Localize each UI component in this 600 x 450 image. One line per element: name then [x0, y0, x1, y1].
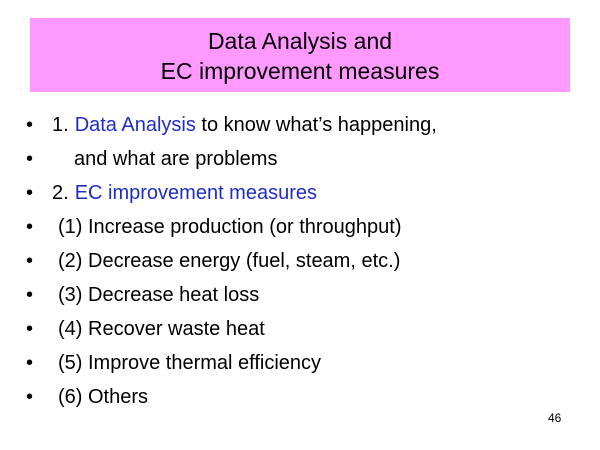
bullet-list: • 1. Data Analysis to know what’s happeni…	[26, 110, 586, 416]
bullet-glyph: •	[26, 182, 34, 204]
bullet-number: 1.	[52, 114, 69, 136]
bullet-text: 1. Data Analysis to know what’s happening…	[48, 110, 437, 140]
bullet-item-measure-6: • (6) Others	[26, 382, 586, 416]
bullet-glyph: •	[26, 250, 34, 272]
highlighted-term: EC improvement measures	[74, 182, 317, 204]
bullet-glyph: •	[26, 216, 34, 238]
bullet-text: (3) Decrease heat loss	[58, 284, 260, 306]
highlighted-term: Data Analysis	[74, 114, 196, 136]
bullet-text: (5) Improve thermal efficiency	[58, 352, 322, 374]
bullet-text: and what are problems	[74, 148, 278, 170]
slide-title-line-1: Data Analysis and	[207, 28, 393, 54]
bullet-item-measure-1: • (1) Increase production (or throughput…	[26, 212, 586, 246]
bullet-item-measure-5: • (5) Improve thermal efficiency	[26, 348, 586, 382]
page-number: 46	[548, 411, 562, 425]
bullet-text: (6) Others	[58, 386, 149, 408]
bullet-text: (4) Recover waste heat	[58, 318, 265, 340]
bullet-glyph: •	[26, 352, 34, 374]
bullet-number: 2.	[52, 182, 69, 204]
bullet-text: 2. EC improvement measures	[48, 178, 317, 208]
bullet-text: (2) Decrease energy (fuel, steam, etc.)	[58, 250, 401, 272]
bullet-text: (1) Increase production (or throughput)	[58, 216, 402, 238]
slide-title-banner: Data Analysis and EC improvement measure…	[30, 18, 570, 92]
bullet-glyph: •	[26, 114, 34, 136]
bullet-item-data-analysis: • 1. Data Analysis to know what’s happeni…	[26, 110, 586, 144]
bullet-glyph: •	[26, 284, 34, 306]
bullet-glyph: •	[26, 148, 34, 170]
bullet-item-continuation: • and what are problems	[26, 144, 586, 178]
bullet-glyph: •	[26, 318, 34, 340]
bullet-item-measure-2: • (2) Decrease energy (fuel, steam, etc.…	[26, 246, 586, 280]
bullet-item-ec-measures: • 2. EC improvement measures	[26, 178, 586, 212]
bullet-item-measure-3: • (3) Decrease heat loss	[26, 280, 586, 314]
bullet-glyph: •	[26, 386, 34, 408]
bullet-item-measure-4: • (4) Recover waste heat	[26, 314, 586, 348]
bullet-rest-text: to know what’s happening,	[195, 114, 437, 136]
slide-title-line-2: EC improvement measures	[160, 58, 440, 84]
